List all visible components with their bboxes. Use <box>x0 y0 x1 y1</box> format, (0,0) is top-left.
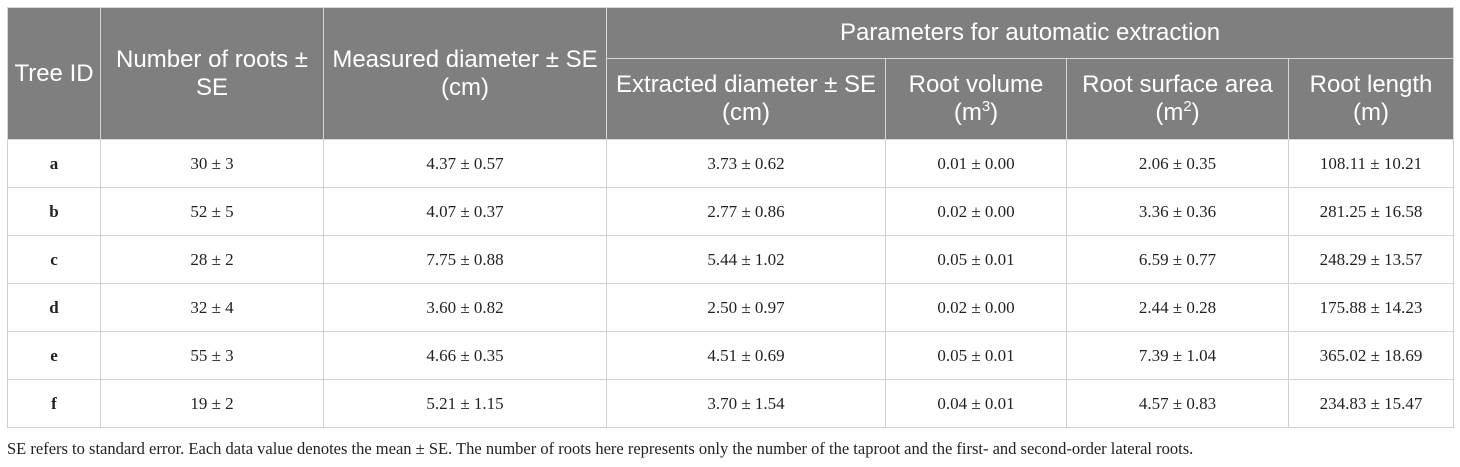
cell-root-surface-area: 2.44 ± 0.28 <box>1066 283 1289 332</box>
cell-root-length: 175.88 ± 14.23 <box>1287 283 1455 332</box>
cell-root-surface-area: 2.06 ± 0.35 <box>1066 139 1289 188</box>
cell-measured-diameter: 4.37 ± 0.57 <box>323 139 607 188</box>
cell-measured-diameter: 3.60 ± 0.82 <box>323 283 607 332</box>
header-group-automatic-extraction: Parameters for automatic extraction <box>605 7 1455 59</box>
header-root-volume-text: Root volume (m <box>908 71 1044 126</box>
header-root-length: Root length (m) <box>1287 58 1455 140</box>
header-number-of-roots: Number of roots ± SE <box>100 7 324 140</box>
header-root-volume-paren: ) <box>990 99 999 126</box>
table-row: a 30 ± 3 4.37 ± 0.57 3.73 ± 0.62 0.01 ± … <box>7 139 1455 188</box>
cell-extracted-diameter: 4.51 ± 0.69 <box>606 331 886 380</box>
cell-root-length: 281.25 ± 16.58 <box>1287 187 1455 236</box>
cell-extracted-diameter: 2.77 ± 0.86 <box>606 187 886 236</box>
table-row: c 28 ± 2 7.75 ± 0.88 5.44 ± 1.02 0.05 ± … <box>7 235 1455 284</box>
header-root-surface-area: Root surface area (m2) <box>1066 58 1289 140</box>
header-root-surface-area-paren: ) <box>1191 99 1200 126</box>
cell-measured-diameter: 5.21 ± 1.15 <box>323 379 607 428</box>
cell-number-of-roots: 55 ± 3 <box>100 331 324 380</box>
header-tree-id: Tree ID <box>7 7 101 140</box>
cell-extracted-diameter: 5.44 ± 1.02 <box>606 235 886 284</box>
cell-tree-id: d <box>7 283 101 332</box>
header-root-volume-exponent: 3 <box>981 98 991 115</box>
table-footnote: SE refers to standard error. Each data v… <box>7 439 1194 458</box>
header-row-top: Tree ID Number of roots ± SE Measured di… <box>7 7 1455 140</box>
header-root-volume: Root volume (m3) <box>885 58 1067 140</box>
header-row-sub: Extracted diameter ± SE (cm) Root volume… <box>8 58 1455 140</box>
header-measured-diameter: Measured diameter ± SE (cm) <box>323 7 607 140</box>
table-row: e 55 ± 3 4.66 ± 0.35 4.51 ± 0.69 0.05 ± … <box>7 331 1455 380</box>
table-row: d 32 ± 4 3.60 ± 0.82 2.50 ± 0.97 0.02 ± … <box>7 283 1455 332</box>
cell-root-length: 365.02 ± 18.69 <box>1287 331 1455 380</box>
cell-extracted-diameter: 3.70 ± 1.54 <box>606 379 886 428</box>
cell-root-length: 108.11 ± 10.21 <box>1287 139 1455 188</box>
cell-root-volume: 0.04 ± 0.01 <box>885 379 1067 428</box>
cell-tree-id: a <box>7 139 101 188</box>
cell-number-of-roots: 32 ± 4 <box>100 283 324 332</box>
cell-root-volume: 0.01 ± 0.00 <box>885 139 1067 188</box>
table-row: b 52 ± 5 4.07 ± 0.37 2.77 ± 0.86 0.02 ± … <box>7 187 1455 236</box>
header-root-surface-area-text: Root surface area (m <box>1082 71 1273 126</box>
cell-root-length: 234.83 ± 15.47 <box>1287 379 1455 428</box>
cell-root-surface-area: 3.36 ± 0.36 <box>1066 187 1289 236</box>
data-table-container: Tree ID Number of roots ± SE Measured di… <box>7 7 1455 428</box>
cell-extracted-diameter: 3.73 ± 0.62 <box>606 139 886 188</box>
cell-root-length: 248.29 ± 13.57 <box>1287 235 1455 284</box>
root-parameters-table: Tree ID Number of roots ± SE Measured di… <box>7 7 1455 428</box>
cell-tree-id: f <box>7 379 101 428</box>
cell-measured-diameter: 7.75 ± 0.88 <box>323 235 607 284</box>
cell-root-surface-area: 7.39 ± 1.04 <box>1066 331 1289 380</box>
cell-measured-diameter: 4.07 ± 0.37 <box>323 187 607 236</box>
header-root-surface-area-exponent: 2 <box>1183 98 1192 115</box>
table-row: f 19 ± 2 5.21 ± 1.15 3.70 ± 1.54 0.04 ± … <box>7 379 1455 428</box>
cell-root-surface-area: 4.57 ± 0.83 <box>1066 379 1289 428</box>
cell-root-volume: 0.02 ± 0.00 <box>885 187 1067 236</box>
cell-root-volume: 0.05 ± 0.01 <box>885 235 1067 284</box>
cell-root-volume: 0.02 ± 0.00 <box>885 283 1067 332</box>
cell-number-of-roots: 19 ± 2 <box>100 379 324 428</box>
cell-root-surface-area: 6.59 ± 0.77 <box>1066 235 1289 284</box>
cell-root-volume: 0.05 ± 0.01 <box>885 331 1067 380</box>
cell-tree-id: c <box>7 235 101 284</box>
cell-extracted-diameter: 2.50 ± 0.97 <box>606 283 886 332</box>
cell-number-of-roots: 30 ± 3 <box>100 139 324 188</box>
cell-tree-id: b <box>7 187 101 236</box>
cell-number-of-roots: 28 ± 2 <box>100 235 324 284</box>
header-extracted-diameter: Extracted diameter ± SE (cm) <box>606 58 886 140</box>
cell-number-of-roots: 52 ± 5 <box>100 187 324 236</box>
cell-tree-id: e <box>7 331 101 380</box>
cell-measured-diameter: 4.66 ± 0.35 <box>323 331 607 380</box>
